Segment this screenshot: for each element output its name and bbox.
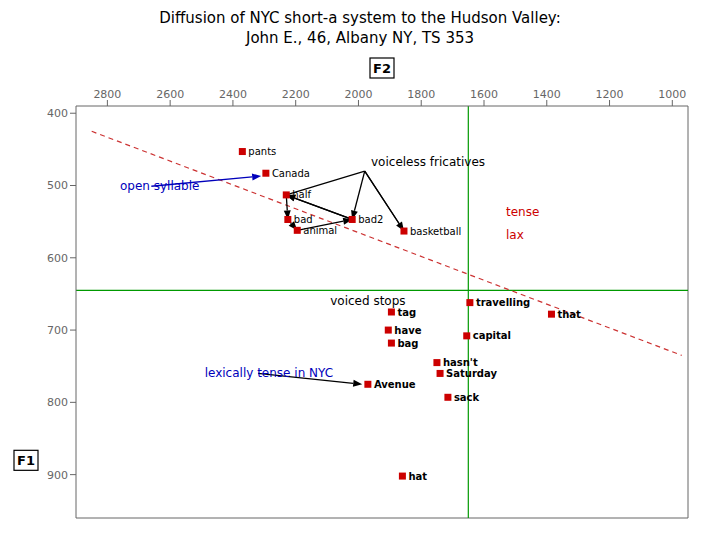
svg-text:1800: 1800 — [407, 88, 435, 101]
svg-text:2000: 2000 — [344, 88, 372, 101]
svg-text:Avenue: Avenue — [374, 379, 416, 390]
svg-text:800: 800 — [47, 396, 68, 409]
svg-text:open syllable: open syllable — [120, 179, 199, 193]
svg-text:sack: sack — [454, 392, 480, 403]
svg-text:2800: 2800 — [93, 88, 121, 101]
svg-text:voiceless fricatives: voiceless fricatives — [371, 155, 485, 169]
svg-text:bad: bad — [294, 214, 313, 225]
svg-text:hasn't: hasn't — [443, 357, 478, 368]
svg-text:2400: 2400 — [219, 88, 247, 101]
svg-text:basketball: basketball — [410, 226, 461, 237]
svg-text:tag: tag — [397, 306, 417, 318]
svg-text:travelling: travelling — [476, 297, 530, 308]
svg-text:2200: 2200 — [282, 88, 310, 101]
svg-text:hat: hat — [408, 471, 427, 482]
html-text:Diffusion of NYC short-a syste: Diffusion of NYC short-a system to the H… — [159, 9, 561, 47]
svg-text:pants: pants — [248, 146, 276, 157]
svg-text:Canada: Canada — [272, 168, 310, 179]
svg-text:500: 500 — [47, 179, 68, 192]
svg-text:600: 600 — [47, 252, 68, 265]
svg-text:F1: F1 — [17, 453, 35, 468]
svg-text:half: half — [292, 189, 311, 200]
svg-text:bad2: bad2 — [358, 214, 383, 225]
svg-text:that: that — [557, 309, 581, 320]
svg-text:tense: tense — [506, 205, 539, 219]
svg-text:lexically tense in NYC: lexically tense in NYC — [205, 366, 333, 380]
svg-text:700: 700 — [47, 324, 68, 337]
svg-text:have: have — [394, 325, 421, 336]
svg-text:2600: 2600 — [156, 88, 184, 101]
svg-text:1600: 1600 — [470, 88, 498, 101]
svg-text:bag: bag — [397, 338, 418, 349]
svg-text:voiced stops: voiced stops — [330, 294, 405, 308]
svg-text:animal: animal — [303, 225, 337, 236]
svg-text:900: 900 — [47, 469, 68, 482]
svg-text:1400: 1400 — [533, 88, 561, 101]
svg-text:1200: 1200 — [596, 88, 624, 101]
svg-text:Saturday: Saturday — [446, 368, 497, 379]
svg-text:F2: F2 — [373, 61, 391, 76]
svg-text:lax: lax — [506, 228, 524, 242]
svg-text:400: 400 — [47, 107, 68, 120]
svg-text:capital: capital — [473, 330, 511, 341]
svg-text:1000: 1000 — [658, 88, 686, 101]
